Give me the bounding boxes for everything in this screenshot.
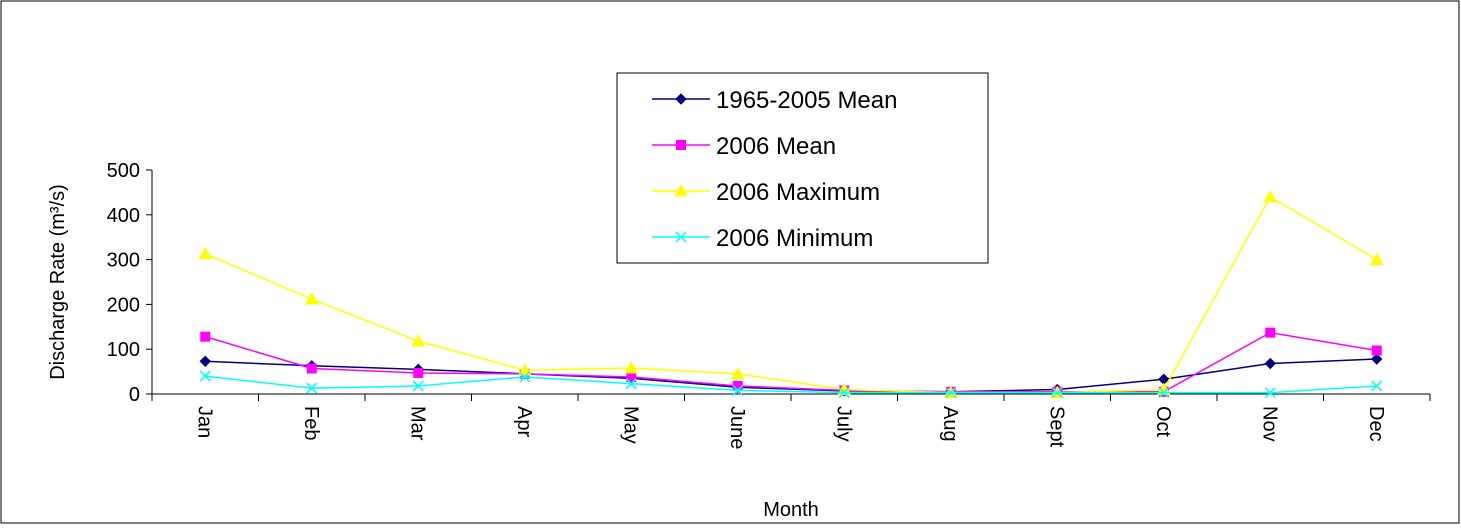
data-point [1371,353,1383,365]
legend-label: 1965-2005 Mean [716,87,897,114]
legend-marker [675,231,687,243]
y-tick-label: 300 [107,250,140,272]
x-tick-label: Aug [939,406,961,442]
x-tick-label: July [832,406,854,442]
x-tick-label: Feb [300,406,322,440]
data-point [624,360,639,374]
legend-box [616,72,989,264]
x-axis-label: Month [763,499,819,521]
data-point [198,246,213,260]
data-point [200,331,211,342]
data-point [945,387,957,399]
data-point [304,291,319,305]
x-tick-label: May [619,406,641,444]
y-tick-label: 200 [107,294,140,316]
x-tick-label: Sept [1045,406,1067,448]
data-point [1265,327,1276,338]
legend-marker [676,140,686,150]
data-point [517,363,532,376]
series-line [205,331,1377,393]
y-tick-label: 400 [107,205,140,227]
data-point [625,378,637,390]
data-point [413,367,424,378]
y-axis-label: Discharge Rate (m³/s) [47,184,69,380]
series-line [205,375,1377,394]
data-point [1051,387,1063,399]
x-tick-label: June [726,406,748,449]
data-point [1369,252,1384,266]
data-point [1371,380,1383,392]
y-tick-label: 100 [107,339,140,361]
x-tick-label: Apr [513,406,535,437]
data-point [199,370,211,382]
legend-marker [674,183,688,197]
series-line [204,195,1378,394]
data-point [732,384,744,396]
x-tick-label: Oct [1152,406,1174,438]
data-point [730,366,745,380]
data-point [411,334,426,347]
legend-label: 2006 Maximum [716,179,880,206]
x-tick-label: Mar [406,406,428,441]
data-point [519,371,531,383]
data-point [306,363,317,374]
data-point [412,380,424,392]
x-tick-label: Nov [1258,406,1280,442]
data-point [1263,189,1278,203]
x-tick-label: Dec [1365,406,1387,442]
data-point [1371,345,1382,356]
y-tick-label: 0 [129,384,140,406]
legend-label: 2006 Minimum [716,225,873,252]
data-point [732,380,743,391]
series-line [205,358,1377,393]
data-point [199,355,211,368]
legend-marker [675,93,687,105]
data-point [1264,357,1276,370]
data-point [1264,387,1276,399]
legend-label: 2006 Mean [716,133,836,160]
legend: 1965-2005 Mean 2006 Mean 2006 Maximum 2006 … [616,72,989,264]
data-point [306,382,318,394]
data-point [1158,387,1170,399]
y-tick-label: 500 [107,160,140,182]
data-point [838,387,850,399]
x-tick-label: Jan [193,406,215,438]
